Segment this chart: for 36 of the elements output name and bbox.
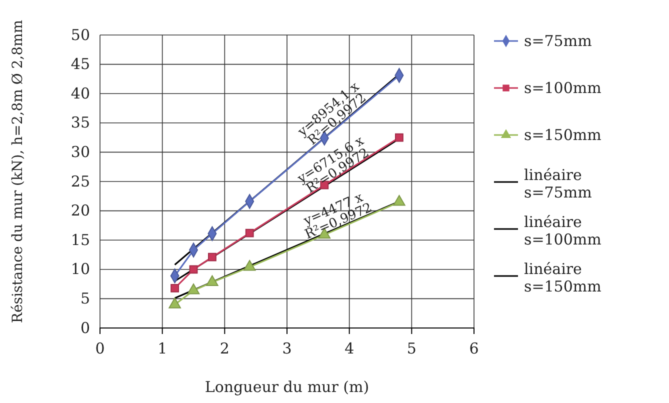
point (170, 284, 180, 292)
point (168, 298, 181, 308)
y-tick-label: 10 (70, 260, 90, 278)
legend-label: linéaire s=150mm (524, 260, 602, 296)
y-tick-label: 20 (70, 202, 90, 220)
x-tick-label: 2 (220, 340, 230, 358)
y-tick-label: 25 (70, 172, 90, 190)
point (393, 195, 406, 206)
point (189, 265, 198, 274)
point (243, 260, 256, 271)
y-tick-label: 0 (80, 318, 90, 337)
x-axis-title: Longueur du mur (m) (204, 378, 370, 396)
point (206, 275, 218, 286)
y-tick-label: 30 (70, 143, 90, 161)
legend-label: s=100mm (524, 79, 602, 97)
x-tick-label: 4 (344, 340, 354, 358)
x-tick-label: 0 (95, 340, 105, 358)
point (245, 228, 254, 238)
x-tick-label: 6 (469, 340, 479, 358)
y-tick-label: 15 (70, 230, 90, 249)
y-tick-label: 45 (70, 55, 90, 74)
x-tick-label: 1 (158, 340, 168, 358)
point (208, 252, 216, 262)
y-tick-label: 40 (70, 84, 90, 102)
y-axis-title: Résistance du mur (kN), h=2,8m Ø 2,8mm (10, 20, 26, 324)
y-tick-label: 50 (70, 26, 90, 44)
y-tick-label: 5 (80, 290, 90, 308)
legend-label: s=75mm (524, 32, 592, 50)
legend-label: s=150mm (524, 126, 602, 144)
y-tick-label: 35 (70, 114, 90, 132)
x-tick-label: 5 (406, 340, 416, 358)
point (187, 283, 200, 294)
x-tick-label: 3 (282, 340, 292, 358)
point (394, 133, 404, 142)
legend-label: linéaire s=75mm (524, 166, 592, 202)
legend-label: linéaire s=100mm (524, 213, 602, 248)
